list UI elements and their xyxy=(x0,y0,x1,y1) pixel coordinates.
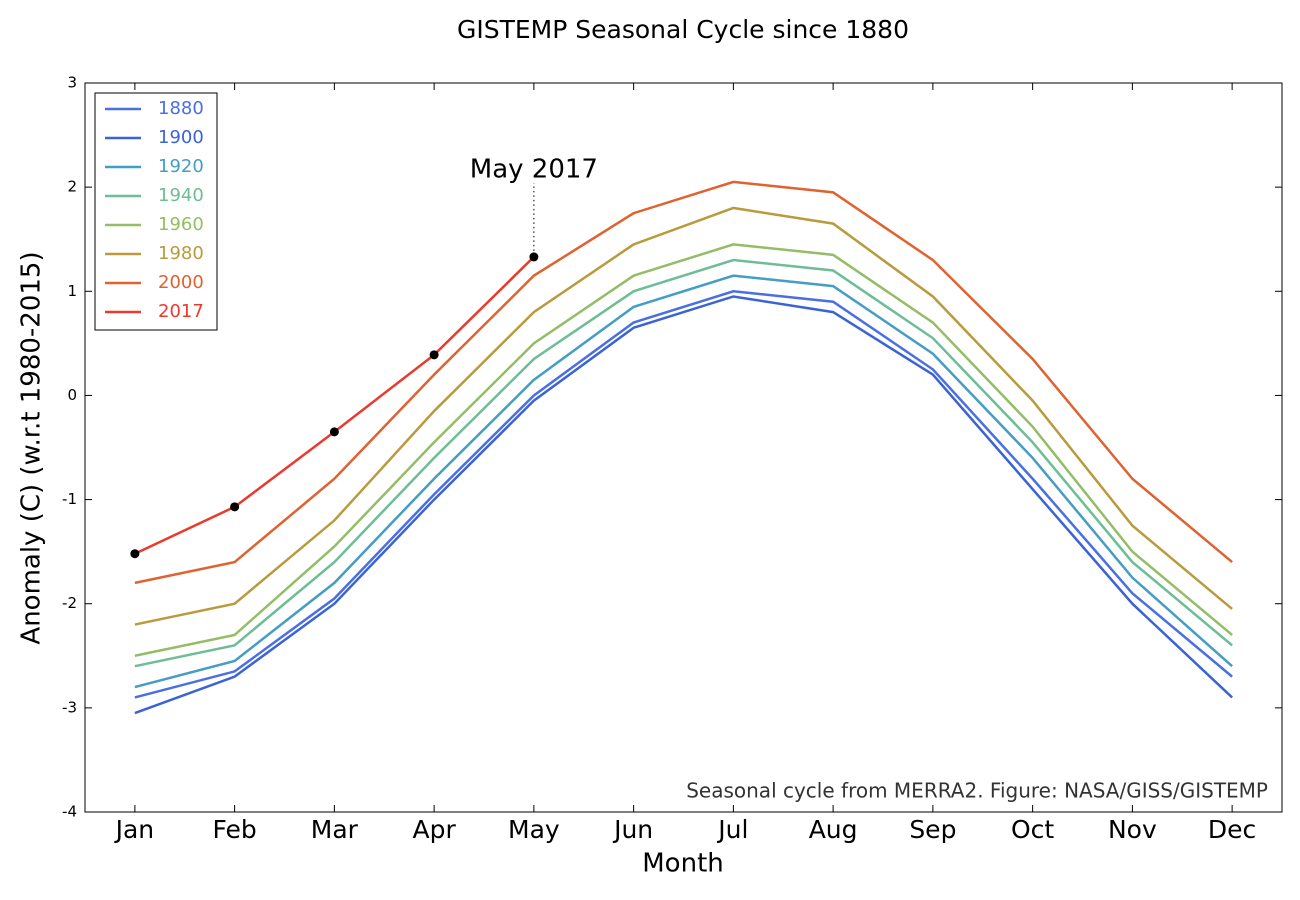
annotation-text: May 2017 xyxy=(470,155,598,185)
series-line xyxy=(134,274,1233,689)
series-line xyxy=(134,258,1233,668)
point-marker xyxy=(329,427,339,437)
legend-label: 1900 xyxy=(158,127,204,148)
x-tick-label: Nov xyxy=(1108,815,1157,844)
series-line xyxy=(134,206,1233,626)
y-tick-label: -3 xyxy=(62,698,77,716)
x-tick-label: Aug xyxy=(809,815,858,844)
point-marker xyxy=(529,252,539,262)
y-tick-label: -1 xyxy=(62,490,77,508)
y-tick-label: -2 xyxy=(62,594,77,612)
y-axis-label: Anomaly (C) (w.r.t 1980-2015) xyxy=(17,251,47,644)
legend-box xyxy=(94,92,218,331)
plot-frame xyxy=(84,82,1283,813)
legend-label: 2017 xyxy=(158,301,204,322)
x-tick-label: Jul xyxy=(716,815,748,844)
y-tick-label: 2 xyxy=(67,178,77,196)
y-tick-label: 0 xyxy=(67,386,77,404)
x-tick-label: May xyxy=(508,815,560,844)
series-line xyxy=(134,290,1233,699)
point-marker xyxy=(130,549,140,559)
x-tick-label: Apr xyxy=(413,815,457,844)
legend-label: 1960 xyxy=(158,214,204,235)
legend-label: 1920 xyxy=(158,156,204,177)
x-tick-label: Oct xyxy=(1011,815,1054,844)
series-line xyxy=(134,243,1233,658)
y-tick-label: 3 xyxy=(67,74,77,92)
chart-title: GISTEMP Seasonal Cycle since 1880 xyxy=(457,15,909,44)
point-marker xyxy=(230,502,240,512)
y-tick-label: -4 xyxy=(62,803,77,821)
x-tick-label: Sep xyxy=(909,815,956,844)
legend-label: 1940 xyxy=(158,185,204,206)
x-tick-label: Feb xyxy=(212,815,256,844)
x-tick-label: Mar xyxy=(311,815,359,844)
x-tick-label: Dec xyxy=(1208,815,1256,844)
series-line xyxy=(134,180,1233,585)
point-marker xyxy=(429,350,439,360)
legend-label: 1980 xyxy=(158,243,204,264)
source-note: Seasonal cycle from MERRA2. Figure: NASA… xyxy=(686,779,1268,803)
y-tick-label: 1 xyxy=(67,282,77,300)
x-tick-label: Jun xyxy=(612,815,653,844)
x-tick-label: Jan xyxy=(114,815,155,844)
legend-label: 1880 xyxy=(158,98,204,119)
series-line xyxy=(134,295,1233,715)
x-axis-label: Month xyxy=(642,849,724,879)
legend-label: 2000 xyxy=(158,272,204,293)
